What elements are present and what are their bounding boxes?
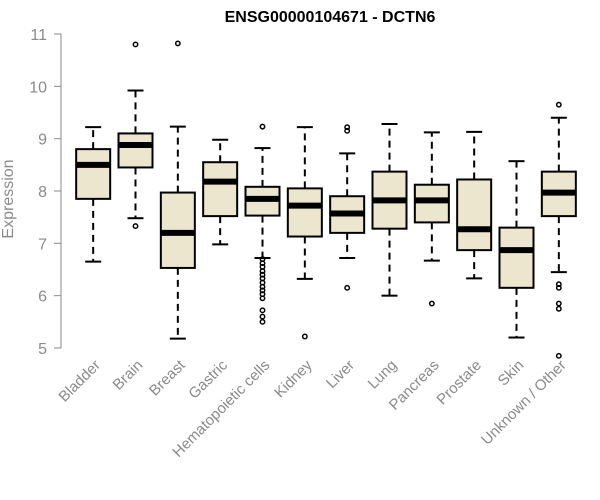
boxes: [75, 40, 577, 359]
outlier-point: [259, 318, 266, 325]
outlier-point: [301, 333, 308, 340]
iqr-box: [75, 148, 112, 200]
outlier-point: [259, 123, 266, 130]
x-category-label: Liver: [323, 357, 358, 392]
outlier-point: [555, 284, 562, 291]
outlier-point: [555, 352, 562, 359]
x-category-label: Lung: [365, 357, 401, 393]
box-liver: [329, 124, 366, 291]
x-category-label: Kidney: [271, 356, 316, 401]
outlier-point: [132, 41, 139, 48]
box-pancreas: [413, 131, 450, 307]
box-lung: [371, 123, 408, 297]
y-tick-label: 7: [38, 236, 47, 253]
outlier-point: [428, 300, 435, 307]
outlier-point: [259, 307, 266, 314]
iqr-box: [286, 187, 323, 238]
box-bladder: [75, 126, 112, 263]
x-category-label: Bladder: [55, 357, 104, 406]
iqr-box: [456, 178, 493, 252]
iqr-box: [202, 161, 239, 218]
outlier-point: [344, 124, 351, 131]
box-skin: [498, 160, 535, 339]
box-prostate: [456, 130, 493, 280]
box-kidney: [286, 126, 323, 340]
y-tick-label: 5: [38, 341, 47, 358]
outlier-point: [259, 313, 266, 320]
outlier-point: [555, 300, 562, 307]
iqr-box: [413, 183, 450, 224]
outlier-point: [174, 40, 181, 47]
outlier-point: [132, 223, 139, 230]
box-brain: [117, 41, 154, 230]
iqr-box: [117, 132, 154, 169]
box-breast: [159, 40, 196, 340]
box-unknown-other: [540, 101, 577, 359]
y-axis-label: Expression: [0, 159, 17, 238]
y-tick-label: 8: [38, 184, 47, 201]
outlier-point: [259, 295, 266, 302]
y-tick-label: 9: [38, 132, 47, 149]
chart-title: ENSG00000104671 - DCTN6: [225, 9, 436, 26]
box-hematopoietic-cells: [244, 123, 281, 325]
x-category-label: Breast: [146, 356, 189, 399]
x-category-label: Skin: [495, 357, 528, 390]
x-category-label: Brain: [110, 357, 147, 394]
y-tick-label: 6: [38, 289, 47, 306]
x-category-label: Prostate: [433, 357, 485, 409]
iqr-box: [498, 226, 535, 289]
box-gastric: [202, 138, 239, 246]
outlier-point: [555, 101, 562, 108]
y-tick-label: 11: [30, 27, 47, 44]
y-axis: 5 6 7 8 9 10 11: [29, 27, 62, 358]
y-tick-label: 10: [29, 79, 47, 96]
outlier-point: [555, 305, 562, 312]
outlier-point: [344, 284, 351, 291]
